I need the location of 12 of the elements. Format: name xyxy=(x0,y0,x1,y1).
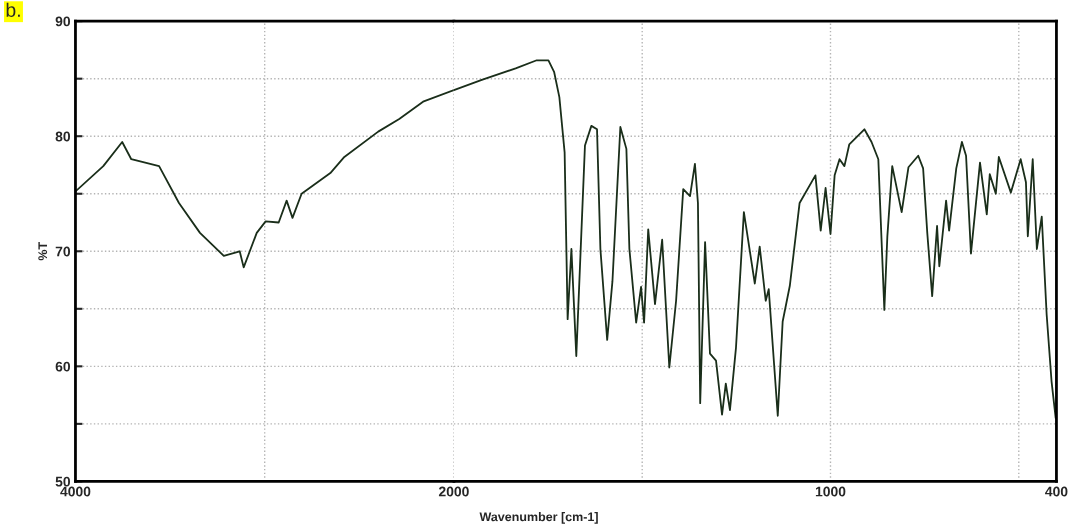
y-tick-label: 50 xyxy=(55,476,71,487)
x-tick-label: 2000 xyxy=(438,486,469,497)
x-axis-title: Wavenumber [cm-1] xyxy=(479,512,598,524)
chart-title: b. xyxy=(6,2,20,17)
y-tick-label: 90 xyxy=(55,16,71,27)
x-tick-label: 1000 xyxy=(815,486,846,497)
y-axis-title: %T xyxy=(38,242,48,261)
y-tick-label: 80 xyxy=(55,131,71,142)
y-tick-label: 60 xyxy=(55,361,71,372)
y-tick-label: 70 xyxy=(55,246,71,257)
x-tick-label: 400 xyxy=(1045,486,1068,497)
x-tick-label: 4000 xyxy=(60,486,91,497)
